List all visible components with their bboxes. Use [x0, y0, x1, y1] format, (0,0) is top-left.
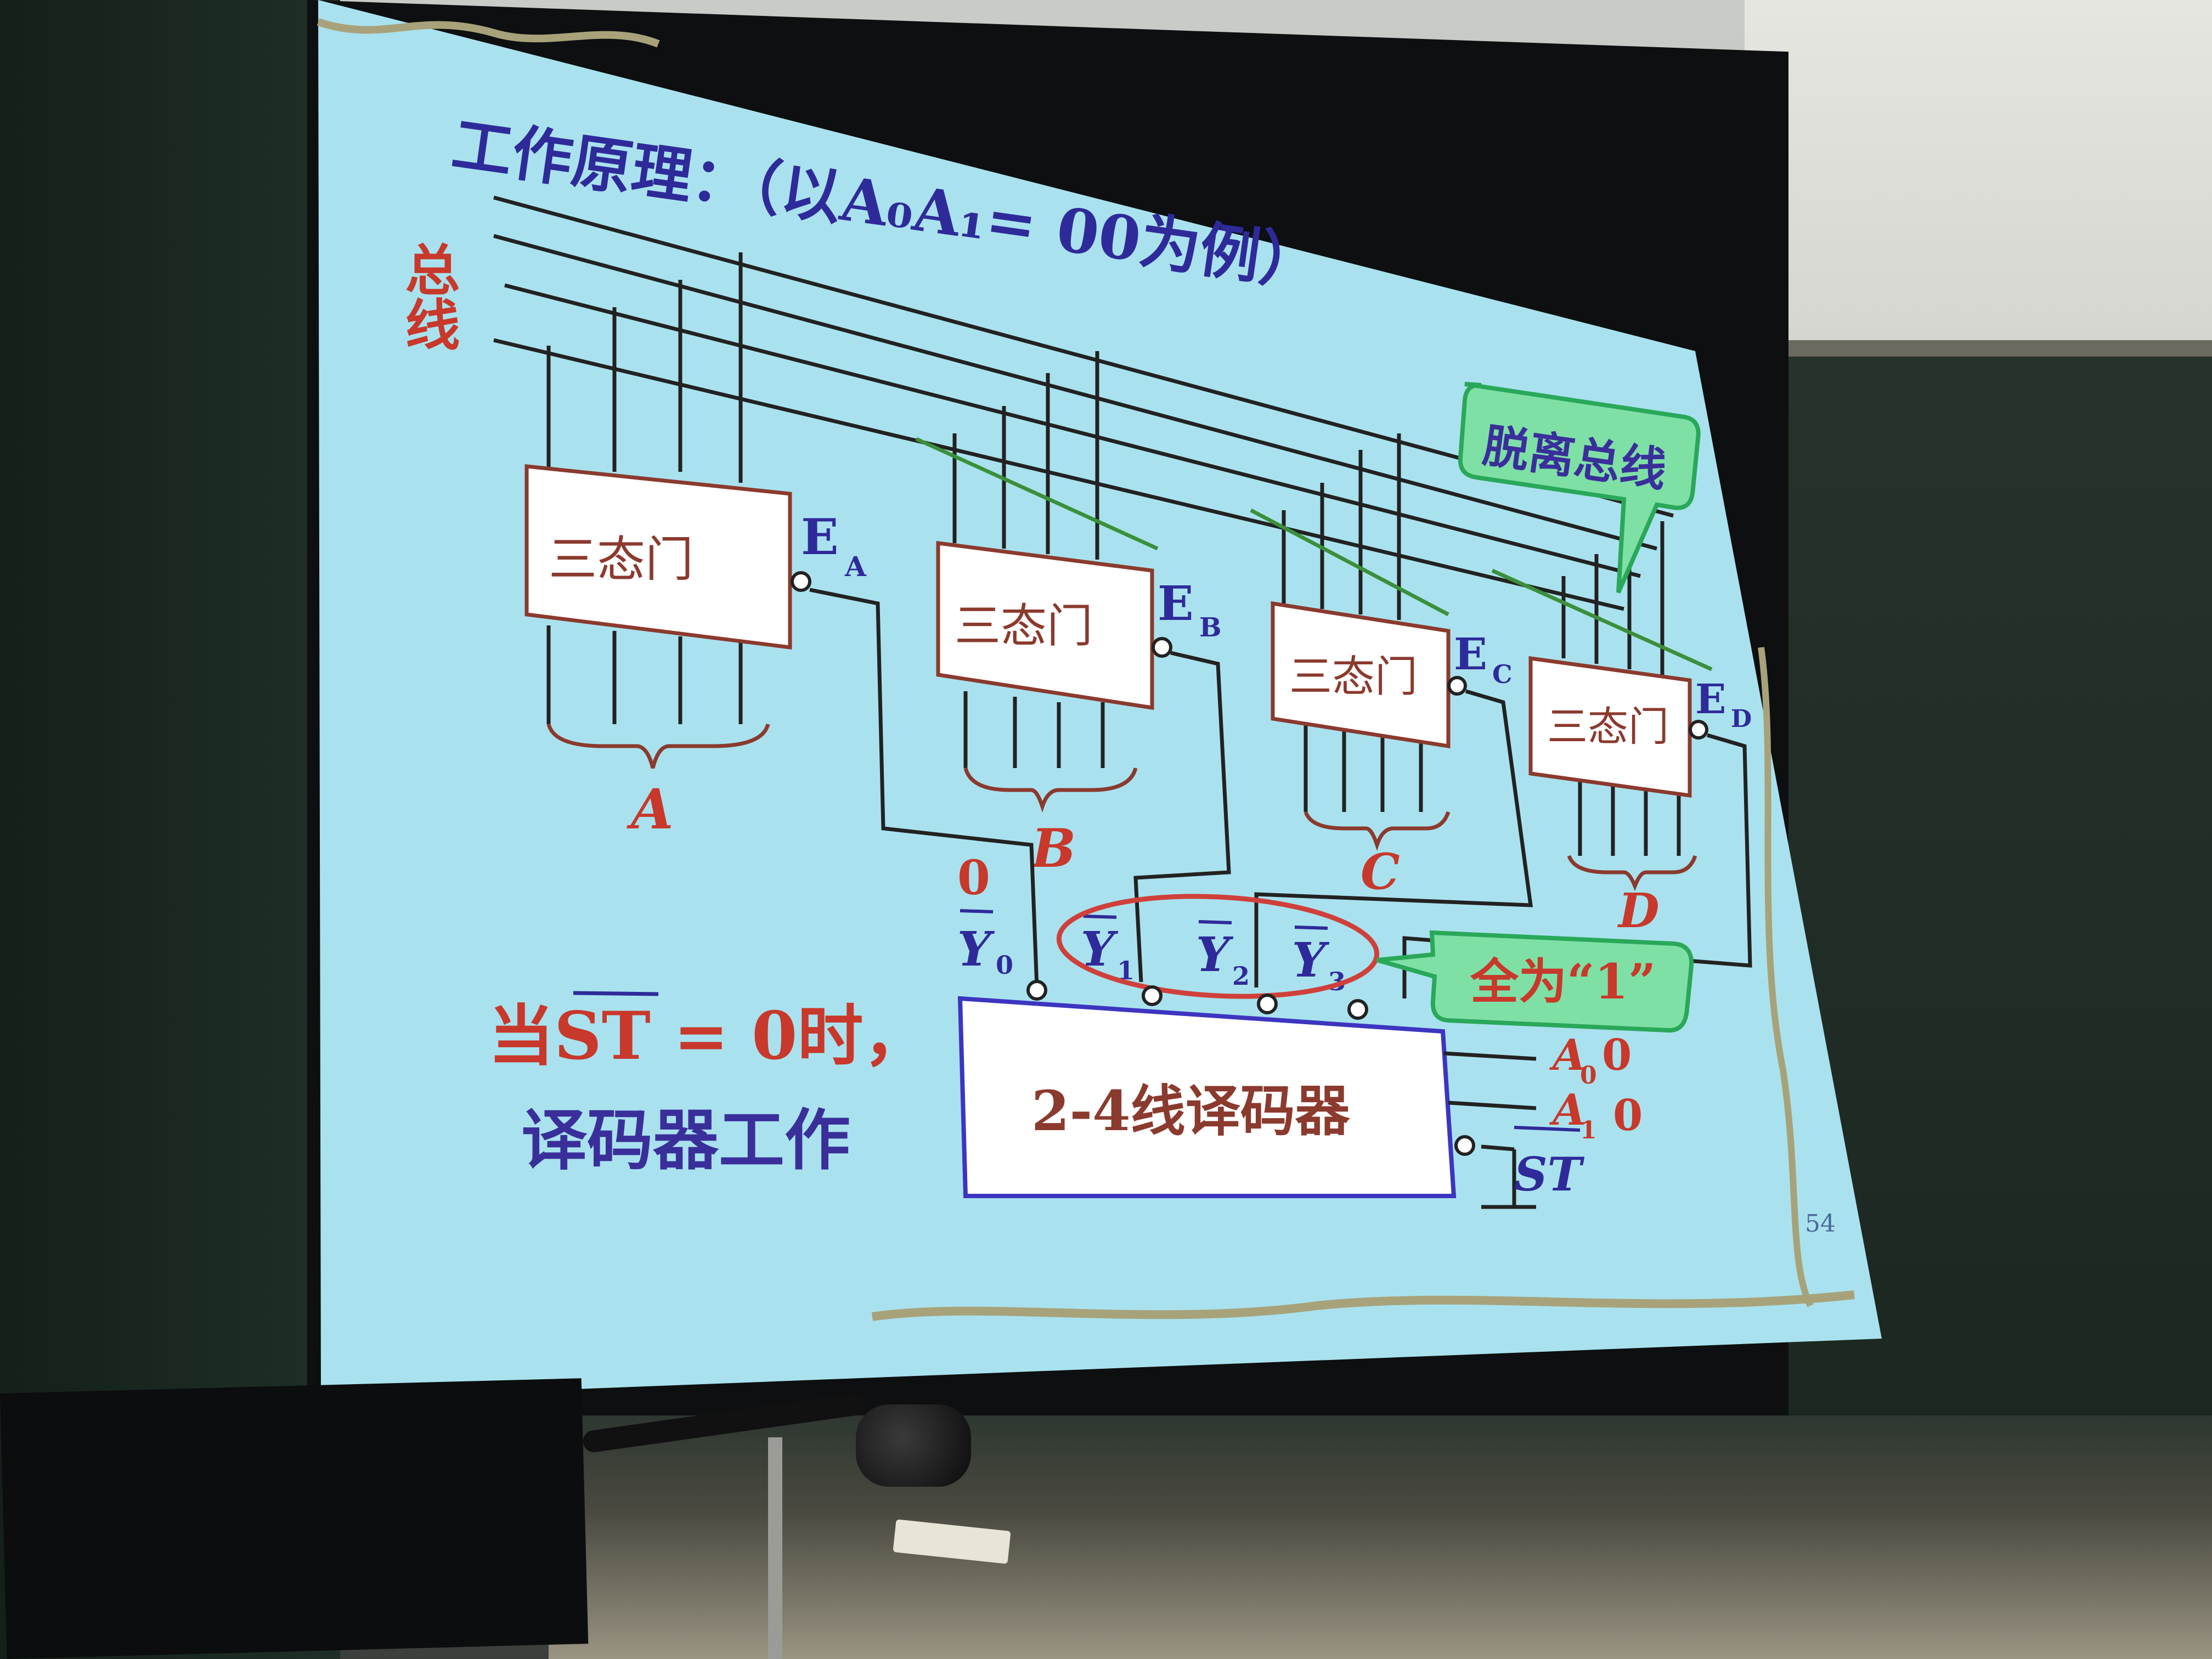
input-a0-label: A — [1549, 1030, 1586, 1080]
decoder-2-4: 2-4线译码器 A 0 0 A 1 0 ST — [957, 980, 1643, 1209]
callout-all-ones-text: 全为“1” — [1470, 953, 1656, 1010]
right-wall — [1745, 0, 2212, 340]
bus-label: 总线 — [396, 241, 460, 351]
tri-state-gate-c: 三态门 E C C — [1250, 433, 1513, 901]
tri-state-gate-d: 三态门 E D D — [1491, 521, 1752, 939]
output-y2-sub: 2 — [1232, 961, 1250, 991]
enable-c-sub: C — [1492, 659, 1513, 689]
page-number: 54 — [1805, 1210, 1836, 1238]
chalk-ledge — [549, 1415, 2212, 1659]
tri-state-gate-a: 三态门 E A A — [524, 252, 867, 842]
gate-b-label: 三态门 — [955, 599, 1093, 653]
gate-a-label: 三态门 — [549, 531, 693, 588]
input-a1-value: 0 — [1613, 1091, 1643, 1141]
condition-line-2: 译码器工作 — [521, 1102, 850, 1179]
gate-c-label: 三态门 — [1289, 652, 1418, 702]
input-a0-sub: 0 — [1580, 1062, 1597, 1090]
input-a0-value: 0 — [1602, 1030, 1632, 1080]
gate-d-label: 三态门 — [1547, 703, 1669, 751]
tri-state-gate-b: 三态门 E B B — [915, 351, 1222, 879]
enable-a-sub: A — [844, 550, 867, 583]
y0-value: 0 — [957, 850, 990, 906]
outputs-highlight-ellipse — [1056, 894, 1380, 999]
enable-a-label: E — [801, 508, 839, 566]
input-a1-sub: 1 — [1580, 1116, 1597, 1144]
group-c-label: C — [1361, 843, 1400, 901]
condition-line-1: 当ST = 0时， — [488, 997, 929, 1075]
input-a1-label: A — [1549, 1085, 1586, 1135]
left-chalkboard — [0, 0, 340, 1659]
enable-d-label: E — [1695, 676, 1726, 723]
output-y3-label: Y — [1292, 933, 1330, 988]
enable-c-label: E — [1454, 628, 1487, 680]
group-d-label: D — [1617, 883, 1660, 939]
decoder-label: 2-4线译码器 — [1031, 1079, 1351, 1143]
group-a-label: A — [627, 777, 674, 842]
podium-monitor — [0, 1378, 589, 1659]
decorative-border-right — [1758, 647, 1814, 1307]
microphone-stand — [768, 1437, 782, 1659]
enable-d-sub: D — [1731, 705, 1752, 733]
group-b-label: B — [1030, 817, 1076, 879]
microphone-icon — [856, 1404, 971, 1487]
input-st-label: ST — [1514, 1147, 1585, 1201]
decorative-border-top — [317, 18, 660, 48]
output-y2-label: Y — [1196, 927, 1234, 983]
output-y0-label: Y — [957, 922, 995, 977]
decorative-border-bottom — [871, 1290, 1855, 1321]
callout-all-ones: 全为“1” — [1376, 930, 1694, 1033]
enable-b-sub: B — [1199, 612, 1222, 643]
callout-bus-off: 脱离总线 — [1458, 382, 1701, 594]
enable-b-label: E — [1158, 576, 1194, 631]
output-y0-sub: 0 — [996, 950, 1013, 980]
